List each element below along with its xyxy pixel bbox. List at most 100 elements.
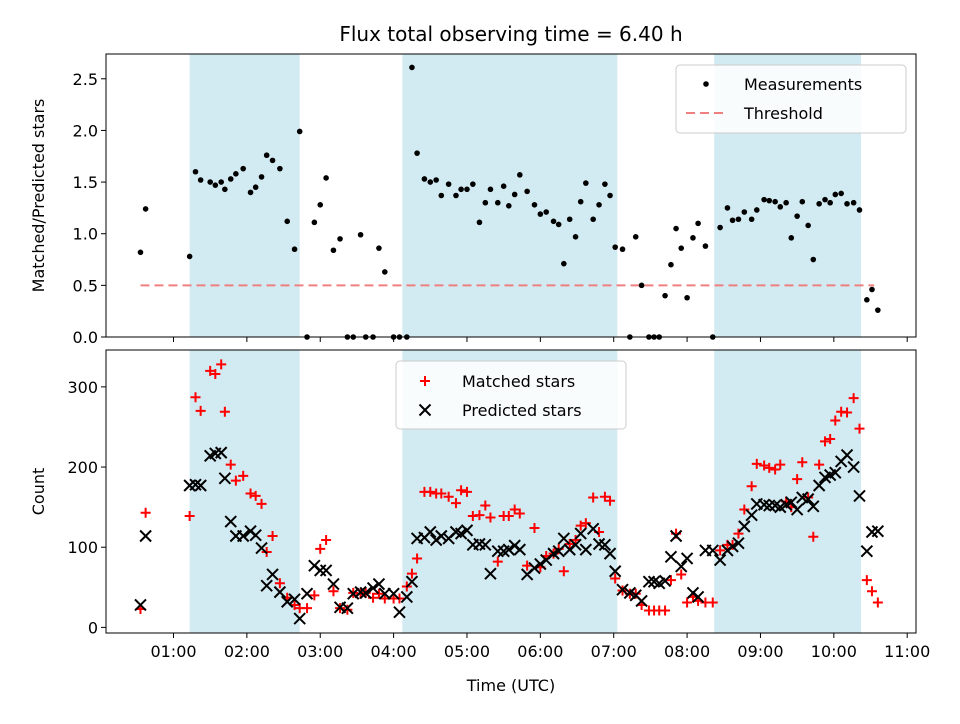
- matched-star-marker: [739, 504, 750, 515]
- matched-star-marker: [854, 423, 865, 434]
- top-y-tick-label: 2.0: [73, 121, 98, 140]
- predicted-star-marker: [400, 590, 414, 604]
- measurement-point: [409, 64, 415, 71]
- x-tick-label: 06:00: [517, 642, 563, 661]
- matched-star-marker: [630, 588, 641, 599]
- matched-star-marker: [210, 369, 221, 380]
- legend-matched-marker: [420, 376, 430, 386]
- measurement-point: [638, 282, 645, 289]
- predicted-star-marker: [387, 587, 400, 600]
- x-tick-label: 03:00: [297, 642, 343, 661]
- matched-star-marker: [558, 566, 569, 577]
- predicted-star-marker: [224, 515, 237, 528]
- matched-star-marker: [480, 500, 491, 511]
- x-tick-label: 01:00: [150, 642, 196, 661]
- predicted-star-marker: [214, 446, 228, 459]
- matched-star-marker: [485, 512, 496, 523]
- predicted-star-marker: [378, 587, 392, 600]
- matched-star-marker: [866, 586, 877, 597]
- x-tick-label: 11:00: [884, 642, 930, 661]
- top-y-tick-label: 2.5: [73, 70, 98, 89]
- measurement-point: [433, 177, 439, 183]
- measurement-point: [695, 220, 701, 227]
- matched-star-marker: [373, 588, 384, 599]
- predicted-star-marker: [405, 575, 419, 588]
- bottom-y-tick-label: 200: [67, 458, 98, 477]
- predicted-star-marker: [829, 466, 842, 479]
- predicted-star-marker: [801, 492, 815, 506]
- predicted-star-marker: [586, 522, 600, 535]
- measurement-point: [212, 182, 219, 188]
- matched-star-marker: [492, 556, 503, 567]
- bottom-legend: Matched stars Predicted stars: [395, 360, 627, 430]
- measurement-point: [827, 199, 833, 206]
- predicted-star-marker: [691, 590, 705, 604]
- matched-star-marker: [503, 510, 514, 521]
- top-y-axis-label: Matched/Predicted stars: [29, 99, 48, 293]
- measurement-point: [702, 243, 709, 249]
- predicted-star-marker: [860, 545, 874, 558]
- x-tick-label: 02:00: [224, 642, 270, 661]
- measurement-point: [263, 152, 270, 159]
- predicted-star-marker: [528, 561, 541, 575]
- measurement-point: [337, 236, 343, 242]
- matched-star-marker: [425, 486, 436, 497]
- matched-star-marker: [733, 528, 744, 539]
- matched-star-marker: [225, 459, 236, 470]
- predicted-star-marker: [359, 586, 372, 600]
- predicted-star-marker: [479, 538, 492, 552]
- bottom-legend-box: [395, 360, 627, 430]
- measurement-point: [258, 174, 265, 180]
- predicted-star-marker: [139, 529, 152, 543]
- top-shaded-interval-2: [402, 54, 618, 337]
- measurement-point: [673, 225, 679, 232]
- predicted-star-marker: [236, 529, 250, 543]
- measurement-point: [192, 168, 199, 175]
- measurement-point: [590, 216, 596, 223]
- predicted-star-marker: [513, 543, 527, 556]
- matched-star-marker: [814, 459, 825, 470]
- measurement-point: [741, 209, 748, 215]
- measurement-point: [517, 172, 523, 178]
- top-y-tick-label: 0.5: [73, 276, 98, 295]
- measurement-point: [438, 192, 445, 199]
- bottom-y-tick-label: 0: [88, 618, 98, 637]
- x-tick-label: 10:00: [811, 642, 857, 661]
- matched-star-marker: [514, 508, 525, 519]
- matched-star-marker: [751, 458, 762, 469]
- bottom-shaded-interval-3: [714, 350, 861, 633]
- predicted-star-marker: [603, 547, 617, 560]
- predicted-star-marker: [706, 544, 719, 557]
- measurement-point: [602, 181, 608, 187]
- bottom-axes-frame: [105, 349, 917, 634]
- matched-star-marker: [456, 485, 467, 496]
- predicted-star-marker: [341, 601, 354, 615]
- measurement-point: [330, 247, 337, 254]
- matched-star-marker: [570, 535, 581, 546]
- matched-star-marker: [746, 481, 757, 492]
- top-panel: 0.0 0.5 1.0 1.5 2.0 2.5 Matched/Predicted star…: [29, 53, 917, 347]
- matched-star-marker: [256, 498, 267, 509]
- measurement-point: [240, 165, 247, 172]
- predicted-star-marker: [366, 581, 380, 595]
- measurement-point: [453, 192, 459, 199]
- predicted-star-marker: [319, 564, 333, 577]
- matched-star-marker: [321, 535, 332, 546]
- top-y-tick-label: 0.0: [73, 328, 98, 347]
- predicted-star-marker: [574, 527, 587, 540]
- matched-star-marker: [682, 597, 693, 608]
- matched-star-marker: [759, 460, 770, 471]
- top-axes-frame: [105, 53, 917, 338]
- predicted-star-marker: [807, 500, 820, 513]
- matched-star-marker: [820, 436, 831, 447]
- measurement-point: [724, 205, 731, 211]
- matched-star-marker: [328, 586, 339, 597]
- bottom-y-tick-label: 300: [67, 378, 98, 397]
- matched-star-marker: [770, 464, 781, 475]
- matched-star-marker: [775, 459, 786, 470]
- measurement-point: [612, 244, 618, 250]
- predicted-star-marker: [435, 529, 448, 543]
- matched-star-marker: [315, 543, 326, 554]
- measurement-point: [577, 198, 584, 205]
- x-tick-label: 05:00: [444, 642, 490, 661]
